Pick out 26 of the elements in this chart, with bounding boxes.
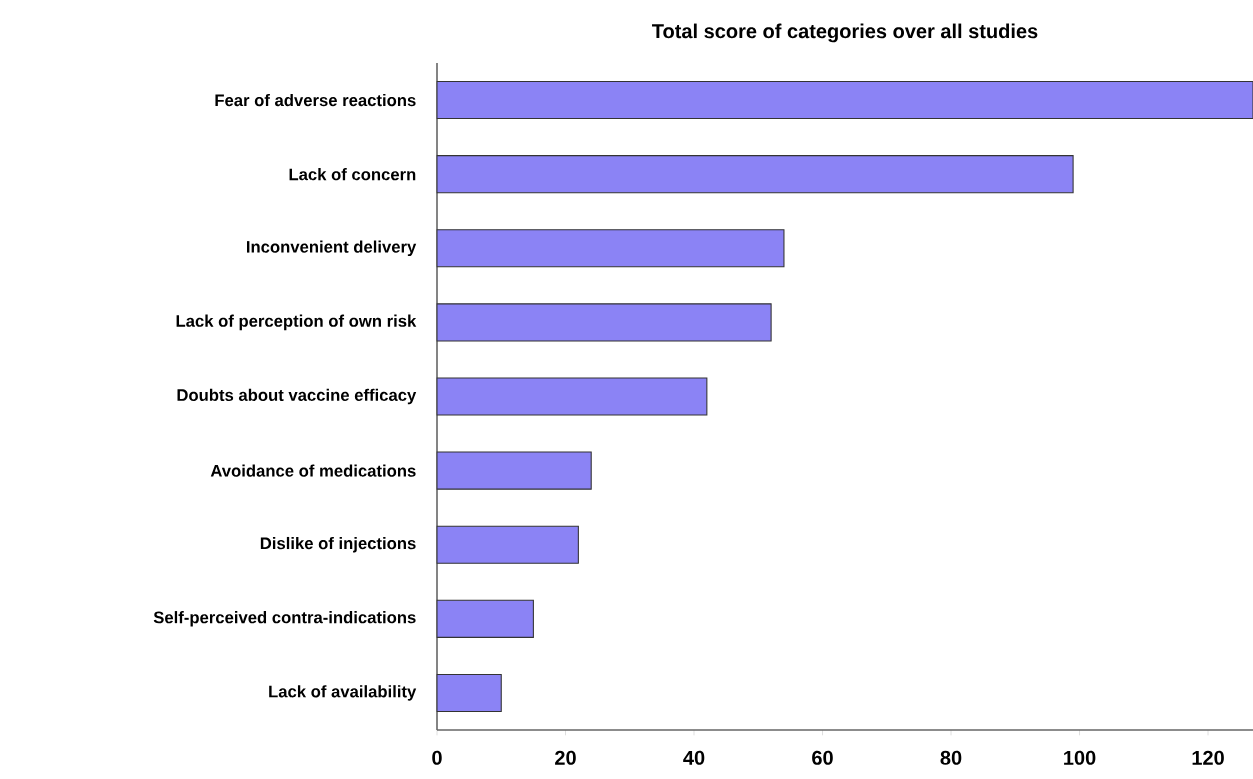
x-tick-label: 20 xyxy=(555,750,576,765)
bar xyxy=(436,80,1253,120)
y-tick-label: Lack of perception of own risk xyxy=(176,314,417,331)
y-tick-label: Self-perceived contra-indications xyxy=(153,611,416,627)
y-tick-label: Doubts about vaccine efficacy xyxy=(177,388,417,405)
bar xyxy=(436,229,785,268)
x-tick-label: 120 xyxy=(1192,750,1224,765)
y-tick-label: Fear of adverse reactions xyxy=(215,93,416,107)
bar xyxy=(436,303,772,342)
y-tick-label: Avoidance of medications xyxy=(210,464,416,477)
bar xyxy=(436,525,579,564)
y-tick-label: Inconvenient delivery xyxy=(246,240,417,257)
y-tick-label: Dislike of injections xyxy=(260,536,416,553)
x-tick-label: 60 xyxy=(812,750,833,765)
bar xyxy=(436,673,502,713)
bar xyxy=(436,451,592,490)
bar xyxy=(436,599,534,638)
x-tick-label: 40 xyxy=(683,750,705,765)
bar xyxy=(436,155,1074,194)
x-tick-label: 0 xyxy=(432,750,442,765)
y-tick-label: Lack of availability xyxy=(269,685,417,701)
x-tick-label: 80 xyxy=(940,750,962,765)
x-tick-label: 100 xyxy=(1064,750,1096,765)
chart-title: Total score of categories over all studies xyxy=(652,23,1038,43)
y-tick-label: Lack of concern xyxy=(289,168,416,181)
bar xyxy=(436,377,708,416)
